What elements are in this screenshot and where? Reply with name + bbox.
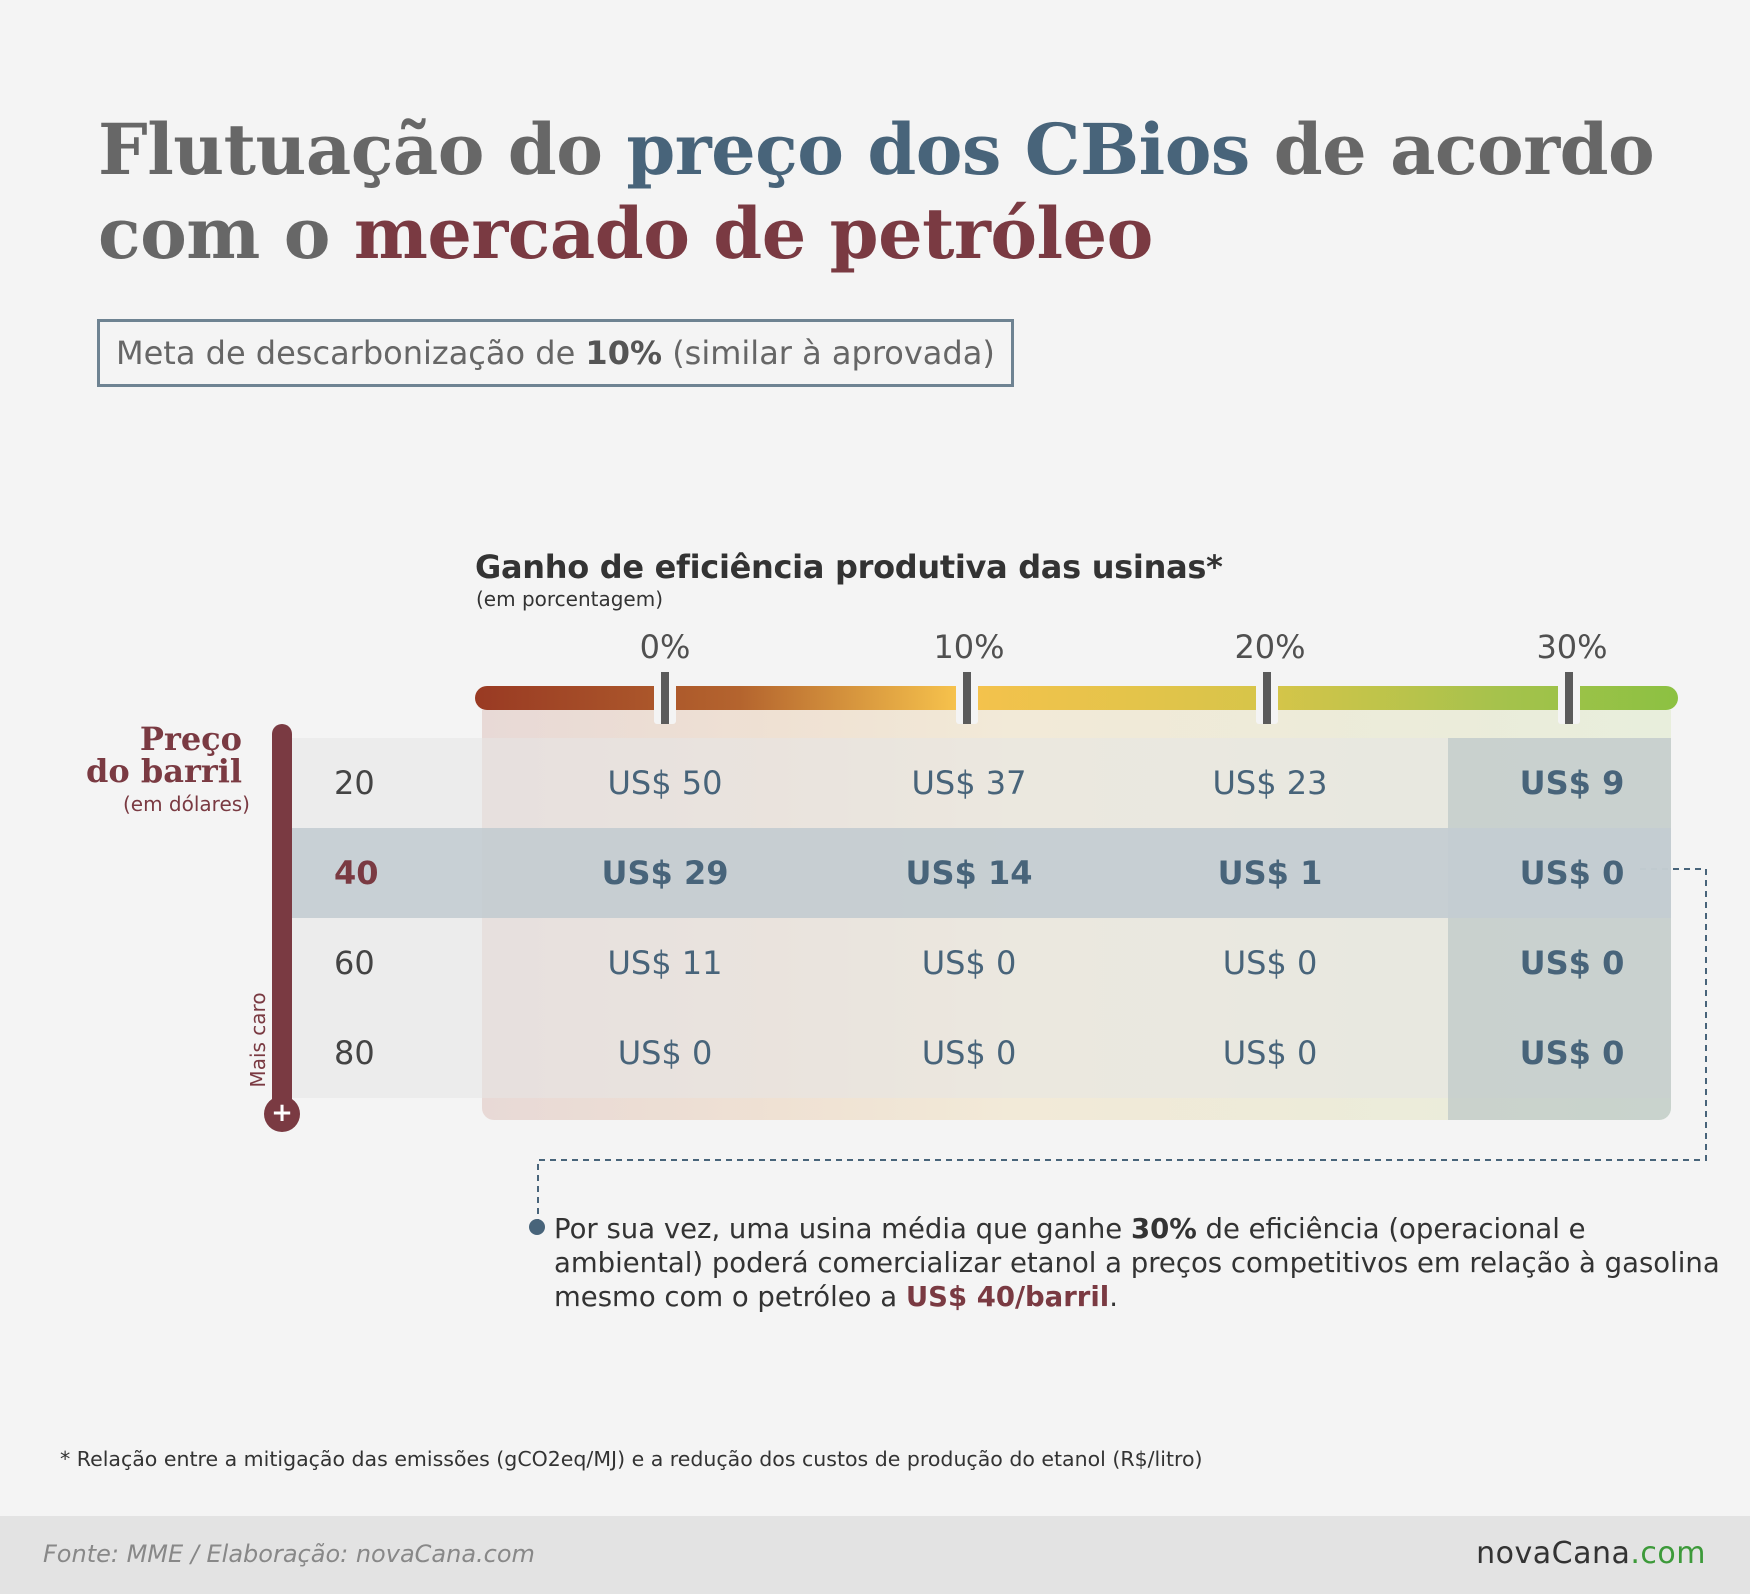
column-label-1: 10%: [933, 628, 1005, 666]
title-part-4: mercado de petróleo: [353, 192, 1154, 275]
table-cell: US$ 0: [921, 944, 1017, 982]
efficiency-tick-0: [654, 672, 676, 724]
annotation-highlight: US$ 40/barril: [905, 1281, 1110, 1313]
table-cell: US$ 0: [1222, 1034, 1318, 1072]
table-cell: US$ 37: [911, 764, 1027, 802]
row-label-2: 60: [334, 944, 375, 982]
subtitle-pre: Meta de descarbonização de: [116, 334, 586, 372]
price-thermometer: [272, 724, 292, 1114]
row-axis-unit: (em dólares): [122, 792, 250, 816]
subtitle-box: Meta de descarbonização de 10% (similar …: [97, 319, 1014, 387]
annotation-text: Por sua vez, uma usina média que ganhe 3…: [554, 1212, 1724, 1314]
table-cell: US$ 11: [607, 944, 723, 982]
subtitle-post: (similar à aprovada): [662, 334, 995, 372]
column-axis-title: Ganho de eficiência produtiva das usinas…: [475, 548, 1223, 586]
subtitle-bold: 10%: [585, 334, 663, 372]
footnote: * Relação entre a mitigação das emissões…: [60, 1447, 1203, 1471]
source-credit: Fonte: MME / Elaboração: novaCana.com: [43, 1540, 535, 1568]
table-cell: US$ 0: [1222, 944, 1318, 982]
novacana-logo: novaCana.com: [1476, 1536, 1706, 1571]
highlight-column-bg: [1448, 738, 1671, 1120]
annotation-bold: 30%: [1130, 1213, 1197, 1245]
row-label-0: 20: [334, 764, 375, 802]
plus-icon: +: [264, 1096, 300, 1132]
annotation-text-1: Por sua vez, uma usina média que ganhe: [554, 1213, 1131, 1245]
table-cell: US$ 0: [1519, 944, 1625, 982]
table-cell: US$ 9: [1519, 764, 1625, 802]
annotation-text-2: de eficiência (operacional e ambiental) …: [554, 1213, 1720, 1313]
column-label-2: 20%: [1234, 628, 1306, 666]
title-part-2: preço dos CBios: [626, 108, 1250, 191]
title-part-3: de acordo com o: [98, 108, 1655, 275]
efficiency-tick-1: [956, 672, 978, 724]
table-cell: US$ 0: [617, 1034, 713, 1072]
logo-main: novaCana: [1476, 1536, 1631, 1571]
row-label-1: 40: [334, 854, 379, 892]
table-cell: US$ 0: [921, 1034, 1017, 1072]
table-row-1: [292, 828, 1671, 918]
table-cell: US$ 1: [1217, 854, 1323, 892]
page-title: Flutuação do preço dos CBios de acordo c…: [98, 108, 1678, 276]
row-axis-title-line-1: Preço: [139, 720, 242, 758]
table-cell: US$ 0: [1519, 1034, 1625, 1072]
efficiency-tick-2: [1256, 672, 1278, 724]
table-row-0: [292, 738, 1671, 828]
annotation-text-3: .: [1109, 1281, 1118, 1313]
table-row-3: [292, 1008, 1671, 1098]
footer: Fonte: MME / Elaboração: novaCana.com no…: [0, 1516, 1750, 1594]
logo-suffix: .com: [1630, 1536, 1706, 1571]
table-row-2: [292, 918, 1671, 1008]
efficiency-tick-3: [1558, 672, 1580, 724]
table-cell: US$ 29: [601, 854, 729, 892]
row-axis-title-line-2: do barril: [86, 752, 242, 790]
table-cell: US$ 50: [607, 764, 723, 802]
column-label-0: 0%: [639, 628, 691, 666]
annotation-dot: [529, 1219, 545, 1235]
table-cell: US$ 14: [905, 854, 1033, 892]
column-label-3: 30%: [1536, 628, 1608, 666]
table-cell: US$ 23: [1212, 764, 1328, 802]
title-part-1: Flutuação do: [98, 108, 627, 191]
row-axis-title: Preço do barril: [60, 723, 242, 787]
row-label-3: 80: [334, 1034, 375, 1072]
column-axis-unit: (em porcentagem): [476, 587, 664, 611]
table-cell: US$ 0: [1519, 854, 1625, 892]
